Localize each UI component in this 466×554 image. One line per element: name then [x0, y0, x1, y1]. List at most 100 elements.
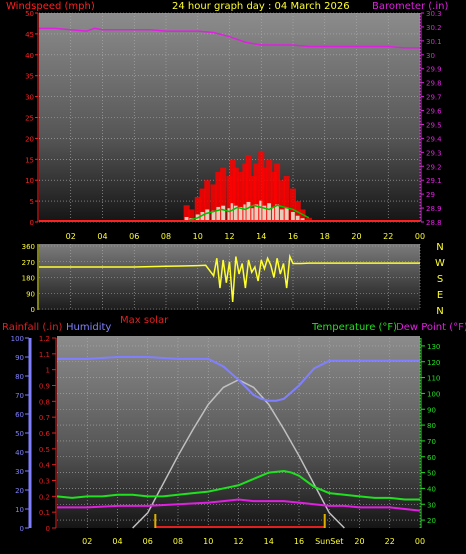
wind-bar — [242, 163, 249, 222]
dew-point-axis-title: Dew Point (°F) — [396, 322, 466, 333]
compass-letter: W — [435, 258, 445, 269]
wind-tick-label: 20 — [25, 135, 34, 143]
wind-bar — [232, 167, 239, 222]
compass-letter: N — [436, 306, 443, 317]
wind-x-tick-label: 20 — [351, 232, 361, 241]
temp-x-tick-label: 20 — [354, 537, 364, 546]
wind-x-tick-label: 04 — [97, 232, 107, 241]
wind-x-tick-label: 18 — [320, 232, 330, 241]
rain-tick-label: 0.4 — [39, 462, 51, 470]
wind-tick-label: 30 — [25, 94, 34, 102]
rain-y-ticks: 0 0.1 0.2 0.3 0.4 0.5 0.6 0.7 0.8 0.9 1 1.1 1.2 — [39, 335, 56, 533]
wind-bar — [188, 209, 195, 222]
compass-letter: E — [437, 290, 443, 301]
temperature-tick-label: 80 — [427, 422, 436, 430]
temperature-tick-label: 70 — [427, 438, 436, 446]
barometer-tick-label: 29.5 — [426, 121, 442, 129]
barometer-tick-label: 28.9 — [426, 205, 442, 213]
avg-wind-fill — [211, 210, 216, 222]
wind-bar — [220, 167, 227, 222]
humidity-tick-label: 20 — [15, 487, 24, 495]
wind-tick-label: 35 — [25, 73, 34, 81]
wind-bar — [183, 205, 190, 222]
temperature-tick-label: 60 — [427, 454, 436, 462]
wind-bar — [199, 188, 206, 222]
wind-x-tick-label: 00 — [415, 232, 425, 241]
temperature-tick-label: 30 — [427, 501, 436, 509]
avg-wind-fill — [243, 204, 248, 222]
temp-x-tick-label: 10 — [203, 537, 213, 546]
temp-x-tick-label: 12 — [233, 537, 243, 546]
temp-x-tick-label: SunSet — [315, 537, 343, 546]
avg-wind-fill — [259, 200, 264, 222]
wind-x-tick-label: 10 — [193, 232, 203, 241]
barometer-tick-label: 29.7 — [426, 94, 442, 102]
wind-x-tick-label: 02 — [66, 232, 76, 241]
humidity-tick-label: 40 — [15, 449, 24, 457]
temp-x-tick-label: 16 — [294, 537, 304, 546]
temp-panel-grid — [57, 338, 421, 528]
avg-wind-fill — [271, 206, 276, 222]
direction-tick-label: 360 — [22, 243, 35, 251]
humidity-tick-label: 0 — [20, 525, 24, 533]
rain-tick-label: 0.9 — [39, 383, 50, 391]
compass-letter: S — [437, 274, 443, 285]
wind-bar — [245, 155, 252, 222]
barometer-tick-label: 28.8 — [426, 219, 442, 227]
rain-tick-label: 0.3 — [39, 478, 50, 486]
wind-bar — [283, 176, 290, 222]
wind-bar — [210, 184, 217, 222]
wind-x-tick-label: 12 — [224, 232, 234, 241]
temp-x-tick-label: 02 — [82, 537, 92, 546]
wind-tick-label: 50 — [25, 10, 34, 18]
wind-bar — [278, 180, 285, 222]
temperature-y-ticks: 20 30 40 50 60 70 80 90 100 110 120 130 — [421, 343, 440, 525]
barometer-tick-label: 29.4 — [426, 135, 442, 143]
wind-x-tick-label: 06 — [129, 232, 139, 241]
barometer-tick-label: 30.1 — [426, 38, 442, 46]
rain-tick-label: 1.2 — [39, 335, 50, 343]
humidity-line — [57, 356, 420, 402]
direction-tick-label: 0 — [31, 306, 35, 314]
avg-wind-fill — [275, 204, 280, 222]
avg-wind-fill — [267, 203, 272, 222]
wind-bar — [290, 188, 296, 222]
temperature-tick-label: 130 — [427, 343, 440, 351]
wind-panel-plot — [39, 27, 420, 222]
humidity-tick-label: 80 — [15, 373, 24, 381]
rain-tick-label: 1 — [46, 367, 50, 375]
direction-panel-plot — [39, 253, 420, 303]
temp-x-tick-label: 04 — [112, 537, 122, 546]
wind-x-tick-label: 08 — [161, 232, 171, 241]
temp-x-ticks: 02 04 06 08 10 12 14 16 SunSet 20 22 00 — [82, 537, 425, 546]
temp-panel-plot — [56, 356, 421, 529]
wind-tick-label: 5 — [30, 198, 34, 206]
barometer-line — [39, 27, 420, 49]
rain-tick-label: 0.8 — [39, 398, 50, 406]
compass-letter: N — [436, 242, 443, 253]
temperature-line — [56, 469, 420, 501]
barometer-tick-label: 29.3 — [426, 149, 442, 157]
direction-line — [39, 253, 420, 303]
barometer-tick-label: 29.6 — [426, 108, 442, 116]
rain-tick-label: 0.2 — [39, 493, 50, 501]
wind-tick-label: 45 — [25, 31, 34, 39]
humidity-tick-label: 50 — [15, 430, 24, 438]
wind-bar — [266, 159, 273, 222]
dew-point-line — [57, 498, 421, 512]
avg-wind-line — [189, 204, 310, 221]
avg-wind-fill — [230, 203, 235, 222]
humidity-tick-label: 10 — [15, 506, 24, 514]
temperature-axis-title: Temperature (°F) — [311, 322, 397, 333]
wind-bar — [253, 163, 260, 222]
avg-wind-fill — [254, 204, 259, 222]
avg-wind-fill — [246, 201, 251, 222]
wind-bar — [194, 196, 201, 222]
rain-tick-label: 0 — [46, 525, 50, 533]
wind-tick-label: 10 — [25, 177, 34, 185]
temp-x-tick-label: 14 — [264, 537, 274, 546]
wind-bar — [274, 163, 281, 222]
